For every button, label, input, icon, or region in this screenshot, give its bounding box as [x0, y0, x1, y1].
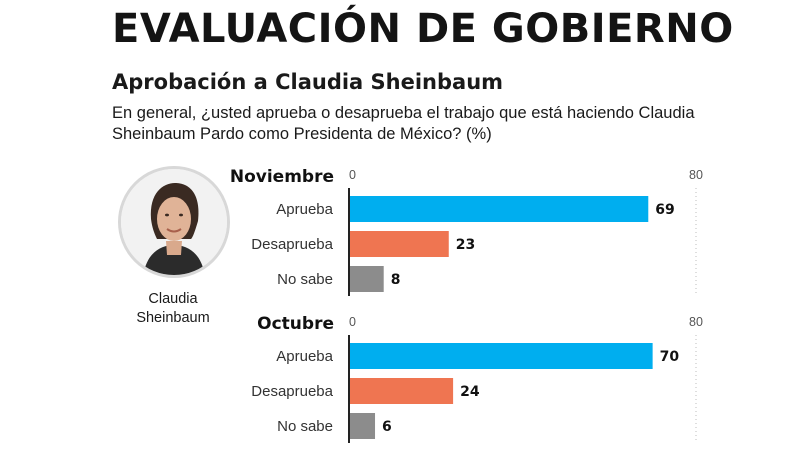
octubre-bar-aprueba: [349, 343, 653, 369]
octubre-tick-label: 0: [349, 315, 356, 329]
noviembre-data-label: 8: [391, 272, 401, 288]
octubre-category-label: Aprueba: [276, 348, 333, 365]
octubre-panel-title: Octubre: [257, 314, 334, 334]
octubre-data-label: 24: [460, 384, 480, 400]
person-last-name: Sheinbaum: [136, 310, 210, 326]
chart-subtitle: Aprobación a Claudia Sheinbaum: [112, 70, 504, 94]
octubre-category-label: Desaprueba: [251, 383, 333, 400]
survey-question: En general, ¿usted aprueba o desaprueba …: [112, 104, 695, 143]
person-name: Claudia Sheinbaum: [116, 290, 230, 328]
noviembre-data-label: 23: [456, 237, 475, 253]
octubre-category-label: No sabe: [277, 418, 333, 435]
page-title: EVALUACIÓN DE GOBIERNO: [112, 6, 734, 52]
avatar: [118, 166, 230, 278]
octubre-data-label: 6: [382, 419, 392, 435]
noviembre-data-label: 69: [655, 202, 674, 218]
noviembre-tick-label: 0: [349, 168, 356, 182]
noviembre-category-label: Desaprueba: [251, 236, 333, 253]
octubre-tick-label: 80: [689, 315, 703, 329]
noviembre-bar-aprueba: [349, 196, 649, 222]
octubre-data-label: 70: [660, 349, 680, 365]
noviembre-tick-label: 80: [689, 168, 703, 182]
noviembre-category-label: No sabe: [277, 271, 333, 288]
octubre-bar-desaprueba: [349, 378, 454, 404]
portrait-illustration: [121, 169, 227, 275]
person-first-name: Claudia: [148, 291, 198, 307]
noviembre-bar-no-sabe: [349, 266, 384, 292]
noviembre-panel-title: Noviembre: [230, 167, 334, 187]
noviembre-category-label: Aprueba: [276, 201, 333, 218]
noviembre-bar-desaprueba: [349, 231, 449, 257]
octubre-bar-no-sabe: [349, 413, 376, 439]
